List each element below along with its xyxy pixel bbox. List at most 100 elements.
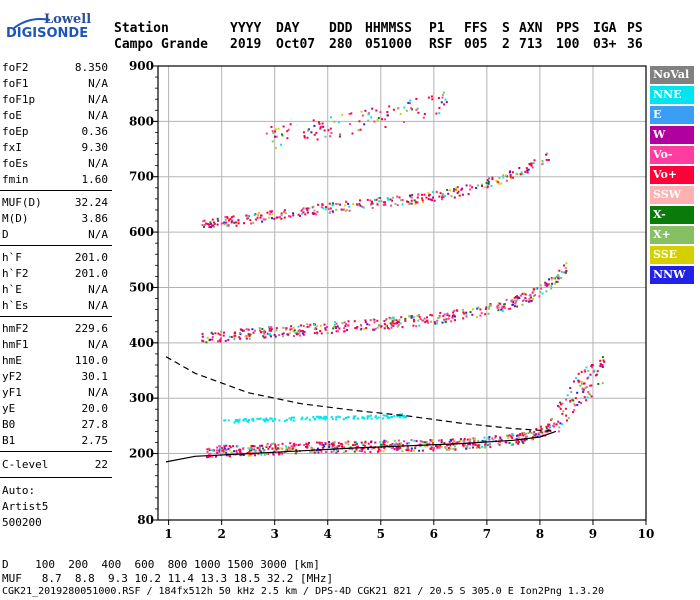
legend-item-x: X- — [650, 206, 694, 224]
echo-point — [378, 200, 381, 203]
echo-point — [371, 107, 374, 110]
echo-point — [209, 338, 212, 341]
echo-point — [313, 133, 316, 136]
echo-point — [548, 278, 550, 281]
file-info: CGK21_2019280051000.RSF / 184fx512h 50 k… — [2, 586, 605, 597]
echo-point — [348, 209, 351, 212]
echo-point — [601, 365, 604, 368]
echo-point — [219, 448, 222, 451]
echo-point — [412, 324, 415, 327]
echo-point — [465, 446, 468, 448]
echo-point — [231, 219, 234, 222]
echo-point — [333, 323, 336, 326]
param-value: N/A — [88, 283, 108, 296]
echo-point — [502, 176, 505, 179]
header-label-10: IGA — [593, 21, 617, 36]
header-value-6: 005 — [464, 37, 488, 52]
echo-point — [516, 434, 518, 437]
echo-point — [388, 327, 391, 330]
echo-point — [231, 452, 233, 455]
echo-point — [540, 428, 543, 431]
echo-point — [462, 445, 465, 448]
echo-point — [249, 448, 252, 450]
echo-point — [376, 119, 379, 122]
echo-point — [447, 447, 450, 449]
echo-point — [327, 208, 330, 211]
echo-point — [392, 108, 395, 111]
echo-point — [262, 331, 265, 333]
echo-point — [211, 449, 214, 452]
echo-point — [404, 319, 407, 322]
echo-point — [320, 450, 323, 453]
echo-point — [388, 105, 391, 108]
echo-point — [407, 101, 410, 104]
echo-point — [292, 419, 295, 422]
param-value: 0.36 — [81, 125, 109, 138]
echo-point — [424, 321, 427, 324]
echo-point — [531, 438, 534, 441]
echo-point — [379, 449, 382, 452]
echo-point — [485, 181, 488, 184]
echo-point — [398, 318, 401, 321]
echo-point — [505, 298, 508, 301]
echo-point — [391, 321, 394, 324]
echo-point — [393, 439, 396, 442]
echo-point — [498, 176, 501, 179]
echo-point — [371, 206, 374, 209]
echo-point — [324, 418, 327, 421]
echo-point — [423, 441, 426, 444]
echo-point — [383, 323, 386, 325]
echo-point — [573, 380, 575, 383]
echo-point — [271, 130, 274, 133]
echo-point — [237, 219, 240, 221]
echo-point — [293, 335, 295, 337]
echo-point — [487, 437, 490, 440]
echo-point — [274, 135, 276, 138]
echo-point — [347, 202, 350, 205]
echo-point — [475, 187, 478, 189]
echo-point — [384, 440, 387, 443]
echo-point — [246, 216, 249, 219]
echo-point — [431, 190, 434, 193]
echo-point — [332, 202, 334, 205]
echo-point — [329, 127, 332, 130]
echo-point — [415, 98, 418, 100]
echo-point — [327, 129, 330, 132]
echo-point — [285, 419, 288, 421]
echo-point — [569, 399, 572, 402]
echo-point — [244, 335, 247, 338]
echo-point — [297, 213, 300, 216]
echo-point — [588, 384, 591, 387]
echo-point — [291, 416, 293, 419]
echo-point — [344, 325, 347, 327]
echo-point — [251, 445, 254, 447]
echo-point — [580, 370, 583, 373]
echo-point — [321, 443, 323, 446]
echo-point — [219, 338, 222, 341]
echo-point — [303, 135, 306, 138]
echo-point — [386, 111, 389, 113]
echo-point — [282, 125, 285, 128]
echo-point — [450, 440, 453, 443]
echo-point — [208, 453, 210, 456]
echo-point — [438, 316, 441, 319]
echo-point — [547, 423, 550, 426]
echo-point — [299, 443, 302, 446]
echo-point — [292, 445, 294, 448]
echo-point — [466, 438, 469, 441]
echo-point — [413, 318, 415, 321]
echo-point — [474, 443, 477, 446]
echo-point — [220, 337, 222, 340]
echo-point — [458, 440, 461, 443]
echo-point — [454, 319, 456, 322]
echo-point — [585, 386, 588, 389]
echo-point — [578, 401, 581, 403]
echo-point — [288, 332, 291, 335]
echo-point — [410, 447, 413, 450]
echo-point — [310, 131, 313, 134]
echo-point — [504, 441, 507, 444]
echo-point — [304, 418, 307, 421]
echo-point — [223, 449, 226, 452]
echo-point — [257, 452, 260, 455]
echo-point — [329, 116, 332, 119]
